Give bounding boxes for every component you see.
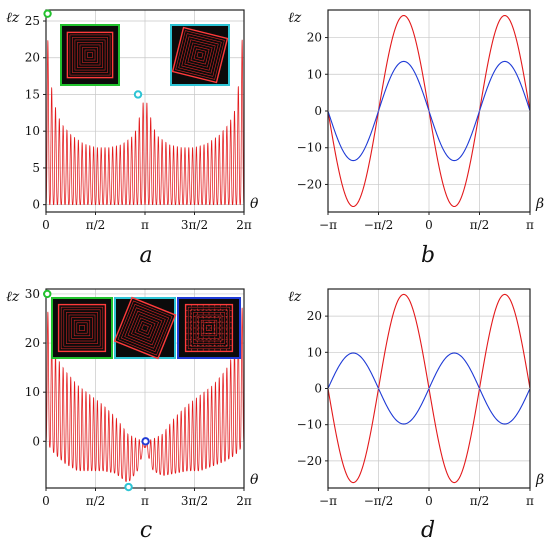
panel-label-a: a [139, 243, 152, 268]
marker-0 [43, 9, 52, 18]
x-tick-label-0: −π [319, 494, 337, 508]
y-tick-label-4: 20 [307, 31, 322, 45]
y-tick-label-1: −10 [297, 141, 322, 155]
marker-1 [124, 482, 133, 492]
y-tick-label-0: −20 [297, 454, 322, 468]
inset-pattern-1 [171, 26, 229, 84]
x-tick-label-0: −π [319, 218, 337, 232]
y-tick-label-1: 10 [25, 385, 40, 399]
panel-c: 0 π/2 π 3π/2 2π 0 10 20 30 θ ℓz [6, 287, 259, 508]
panel-label-c: c [140, 518, 152, 543]
x-tick-label-1: −π/2 [364, 494, 394, 508]
panel-a: 0 π/2 π 3π/2 2π 0 5 10 15 20 25 θ ℓz [6, 9, 259, 232]
y-tick-label-0: 0 [32, 434, 40, 448]
series-line-0 [45, 39, 245, 206]
panel-label-d: d [421, 518, 435, 543]
y-tick-label-2: 0 [314, 382, 322, 396]
inset-pattern-0 [66, 31, 114, 79]
y-tick-label-2: 20 [25, 336, 40, 350]
y-axis-label: ℓz [288, 10, 302, 26]
x-axis-label: β [535, 196, 544, 212]
y-axis-label: ℓz [288, 289, 302, 305]
y-tick-label-4: 20 [25, 51, 40, 65]
x-tick-label-3: 3π/2 [181, 218, 208, 232]
y-axis-label: ℓz [6, 289, 20, 305]
x-tick-label-1: π/2 [86, 494, 106, 508]
y-tick-label-1: −10 [297, 418, 322, 432]
inset-1 [170, 24, 230, 86]
y-tick-label-5: 25 [25, 14, 40, 28]
x-tick-label-1: π/2 [86, 218, 106, 232]
x-tick-label-1: −π/2 [364, 218, 394, 232]
y-tick-label-3: 15 [25, 87, 40, 101]
y-tick-label-3: 30 [25, 287, 40, 301]
y-tick-label-3: 10 [307, 345, 322, 359]
x-tick-label-2: 0 [425, 218, 433, 232]
x-tick-label-2: π [141, 218, 149, 232]
x-tick-label-4: 2π [236, 494, 252, 508]
x-tick-label-4: π [526, 218, 534, 232]
y-tick-label-3: 10 [307, 67, 322, 81]
marker-1 [133, 90, 143, 99]
x-tick-label-3: π/2 [470, 494, 490, 508]
x-tick-label-0: 0 [42, 494, 50, 508]
x-tick-label-2: 0 [425, 494, 433, 508]
x-tick-label-4: 2π [236, 218, 252, 232]
inset-pattern-1 [113, 296, 177, 360]
inset-pattern-0 [57, 303, 107, 353]
x-axis-label: β [535, 472, 544, 488]
y-tick-label-2: 10 [25, 124, 40, 138]
y-tick-label-0: 0 [32, 198, 40, 212]
y-tick-label-0: −20 [297, 177, 322, 191]
y-tick-label-4: 20 [307, 309, 322, 323]
inset-0 [51, 297, 113, 359]
marker-2 [141, 437, 150, 446]
y-tick-label-1: 5 [32, 161, 40, 175]
inset-1 [114, 297, 176, 359]
panel-b: −π −π/2 0 π/2 π −20 −10 0 10 20 β ℓz [288, 9, 544, 232]
x-tick-label-4: π [526, 494, 534, 508]
marker-0 [43, 289, 52, 299]
x-tick-label-2: π [141, 494, 149, 508]
y-tick-label-2: 0 [314, 104, 322, 118]
y-axis-label: ℓz [6, 10, 20, 26]
x-tick-label-0: 0 [42, 218, 50, 232]
panel-d: −π −π/2 0 π/2 π −20 −10 0 10 20 β ℓz [288, 288, 544, 508]
x-tick-label-3: 3π/2 [181, 494, 208, 508]
x-tick-label-3: π/2 [470, 218, 490, 232]
x-axis-label: θ [250, 196, 259, 212]
x-axis-label: θ [250, 472, 259, 488]
panel-label-b: b [421, 243, 435, 268]
series-line-0 [45, 307, 245, 483]
inset-pattern-2 [184, 303, 234, 353]
